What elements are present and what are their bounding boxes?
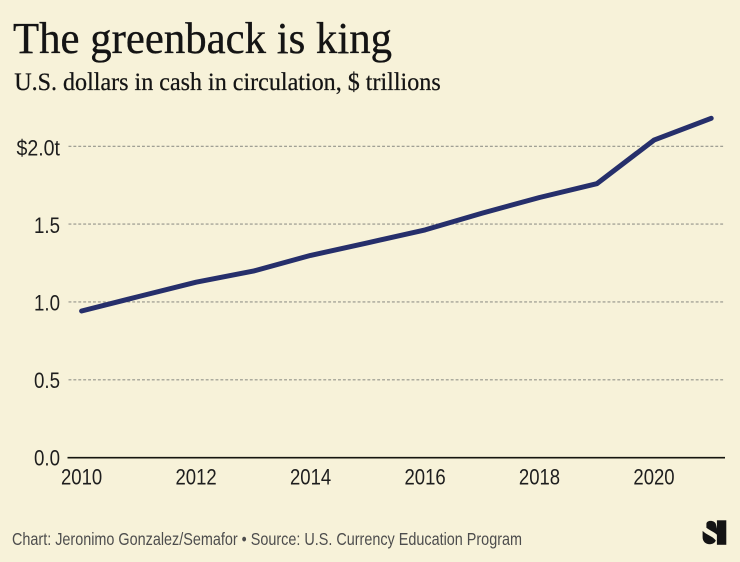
svg-text:2018: 2018 xyxy=(519,465,560,490)
svg-text:The greenback is king: The greenback is king xyxy=(13,13,392,63)
svg-text:U.S. dollars in cash in circul: U.S. dollars in cash in circulation, $ t… xyxy=(14,69,441,96)
svg-text:$2.0t: $2.0t xyxy=(17,135,61,160)
svg-text:1.0: 1.0 xyxy=(34,291,60,316)
svg-text:2010: 2010 xyxy=(61,465,102,490)
svg-text:0.0: 0.0 xyxy=(34,446,60,471)
svg-text:Chart: Jeronimo Gonzalez/Semaf: Chart: Jeronimo Gonzalez/Semafor • Sourc… xyxy=(12,529,522,549)
svg-text:1.5: 1.5 xyxy=(34,213,60,238)
svg-text:2012: 2012 xyxy=(176,465,217,490)
svg-text:0.5: 0.5 xyxy=(34,368,60,393)
svg-text:2014: 2014 xyxy=(290,465,331,490)
svg-text:2020: 2020 xyxy=(633,465,674,490)
svg-text:2016: 2016 xyxy=(405,465,446,490)
